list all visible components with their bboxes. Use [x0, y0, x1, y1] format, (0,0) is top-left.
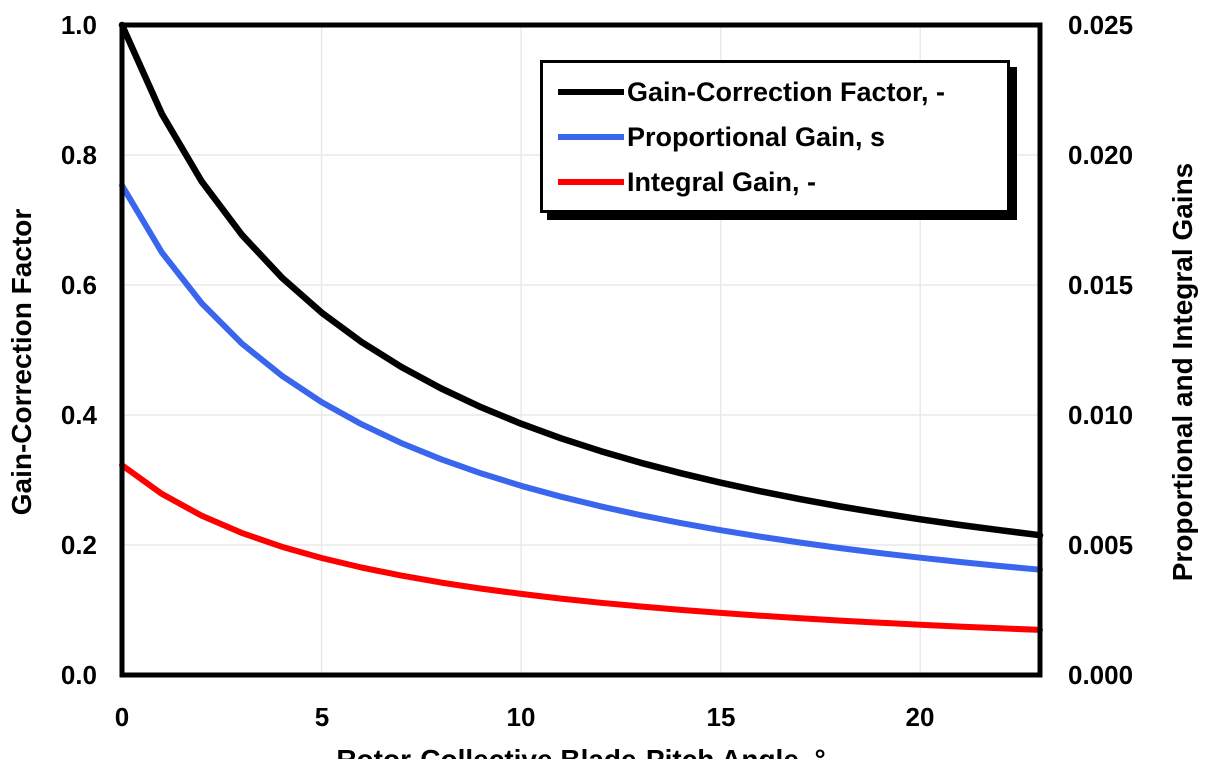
series-line-0	[118, 21, 1044, 539]
data-series	[118, 21, 1044, 633]
y-tick-left: 0.2	[60, 530, 97, 560]
legend-item: Integral Gain, -	[558, 167, 1001, 197]
x-tick: 10	[506, 702, 536, 732]
x-tick: 15	[706, 702, 736, 732]
legend-line-swatch-black	[558, 88, 624, 95]
x-axis-title: Rotor-Collective Blade-Pitch Angle, °	[281, 744, 881, 759]
legend-item: Gain-Correction Factor, -	[558, 77, 1001, 107]
legend-line-swatch-blue	[558, 133, 624, 140]
legend-line-swatch-red	[558, 178, 624, 185]
series-line-2	[119, 462, 1043, 633]
y-tick-left: 0.6	[60, 270, 97, 300]
y-tick-left: 1.0	[60, 10, 97, 40]
legend-label: Integral Gain, -	[627, 166, 817, 197]
x-tick: 0	[114, 702, 130, 732]
x-tick: 5	[314, 702, 330, 732]
y-tick-right: 0.005	[1068, 530, 1134, 560]
chart-legend: Gain-Correction Factor, - Proportional G…	[540, 60, 1010, 213]
legend-label: Proportional Gain, s	[627, 121, 886, 152]
y-tick-right: 0.000	[1068, 660, 1134, 690]
y-tick-right: 0.025	[1068, 10, 1134, 40]
y-tick-right: 0.010	[1068, 400, 1134, 430]
y-axis-title-left: Gain-Correction Factor	[6, 208, 37, 516]
plot-border	[119, 22, 1043, 678]
series-line-1	[119, 182, 1043, 573]
legend-label: Gain-Correction Factor, -	[627, 76, 946, 107]
y-axis-title-right: Proportional and Integral Gains	[1167, 162, 1198, 582]
y-tick-left: 0.8	[60, 140, 97, 170]
y-tick-left: 0.4	[60, 400, 97, 430]
y-tick-right: 0.020	[1068, 140, 1134, 170]
x-tick: 20	[905, 702, 935, 732]
legend-item: Proportional Gain, s	[558, 122, 1001, 152]
y-tick-left: 0.0	[60, 660, 97, 690]
y-tick-right: 0.015	[1068, 270, 1134, 300]
